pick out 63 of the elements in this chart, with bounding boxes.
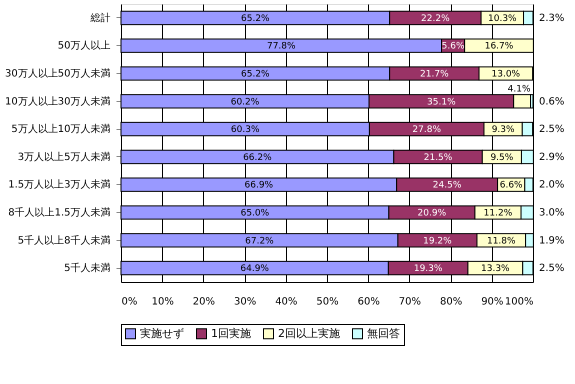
y-tick-label: 総計 bbox=[90, 12, 110, 24]
x-tick-label: 60% bbox=[358, 296, 380, 308]
x-tick-label: 0% bbox=[122, 296, 138, 308]
x-tick-label: 80% bbox=[440, 296, 462, 308]
x-tick-label: 100% bbox=[504, 296, 534, 308]
x-tick-label: 10% bbox=[152, 296, 174, 308]
data-label: 5.6% bbox=[442, 42, 465, 52]
data-label: 21.5% bbox=[424, 152, 453, 163]
data-label: 3.0% bbox=[539, 208, 564, 218]
data-label: 2.5% bbox=[539, 124, 564, 136]
data-label: 2.3% bbox=[539, 12, 564, 24]
data-label: 67.2% bbox=[245, 236, 274, 246]
data-label: 19.3% bbox=[414, 264, 443, 274]
data-label: 0.6% bbox=[539, 96, 564, 108]
data-label: 10.3% bbox=[488, 14, 518, 24]
x-tick-label: 90% bbox=[481, 296, 504, 308]
data-label: 4.1% bbox=[508, 84, 531, 94]
data-label: 2.9% bbox=[539, 152, 564, 163]
data-label: 66.9% bbox=[244, 180, 274, 191]
data-label: 24.5% bbox=[432, 180, 462, 191]
data-label: 65.0% bbox=[240, 208, 270, 218]
x-tick-label: 20% bbox=[192, 296, 216, 308]
y-tick-label: 8千人以上1.5万人未満 bbox=[8, 206, 110, 218]
data-label: 35.1% bbox=[427, 97, 456, 108]
data-label: 2.0% bbox=[539, 180, 564, 191]
data-label: 16.7% bbox=[484, 42, 514, 52]
y-tick-label: 30万人以上50万人未満 bbox=[5, 68, 110, 80]
data-label: 6.6% bbox=[500, 180, 524, 191]
y-tick-label: 3万人以上5万人未満 bbox=[18, 150, 110, 163]
y-tick-label: 5万人以上10万人未満 bbox=[11, 123, 110, 136]
x-tick-label: 70% bbox=[398, 296, 422, 308]
data-label: 27.8% bbox=[412, 125, 442, 136]
y-tick-label: 5千人以上8千人未満 bbox=[18, 234, 110, 246]
y-tick-label: 10万人以上30万人未満 bbox=[5, 95, 110, 108]
data-label: 13.0% bbox=[492, 70, 521, 80]
y-tick-label: 50万人以上 bbox=[58, 40, 110, 52]
legend-label: 1回実施 bbox=[211, 326, 251, 340]
data-label: 9.5% bbox=[490, 152, 514, 163]
legend-label: 実施せず bbox=[140, 326, 184, 340]
data-label: 1.9% bbox=[539, 235, 564, 246]
data-label: 20.9% bbox=[418, 208, 447, 218]
data-label: 2.5% bbox=[539, 263, 564, 274]
y-tick-label: 1.5万人以上3万人未満 bbox=[8, 178, 110, 191]
data-label: 13.3% bbox=[481, 264, 510, 274]
data-label: 65.2% bbox=[241, 14, 270, 24]
data-label: 19.2% bbox=[423, 236, 452, 246]
legend-label: 無回答 bbox=[367, 326, 400, 340]
data-label: 60.3% bbox=[230, 125, 260, 136]
data-label: 65.2% bbox=[241, 70, 270, 80]
legend-label: 2回以上実施 bbox=[278, 326, 340, 340]
data-label: 60.2% bbox=[230, 97, 260, 108]
data-label: 9.3% bbox=[492, 125, 516, 136]
x-tick-label: 50% bbox=[316, 296, 339, 308]
data-label: 22.2% bbox=[421, 14, 450, 24]
y-tick-label: 5千人未満 bbox=[64, 262, 110, 274]
data-label: 21.7% bbox=[420, 70, 450, 80]
x-tick-label: 30% bbox=[234, 296, 256, 308]
x-tick-label: 40% bbox=[275, 296, 298, 308]
data-label: 64.9% bbox=[240, 264, 270, 274]
data-label: 11.8% bbox=[486, 236, 516, 246]
data-label: 11.2% bbox=[484, 208, 513, 218]
data-label: 66.2% bbox=[243, 152, 272, 163]
data-label: 77.8% bbox=[266, 42, 296, 52]
